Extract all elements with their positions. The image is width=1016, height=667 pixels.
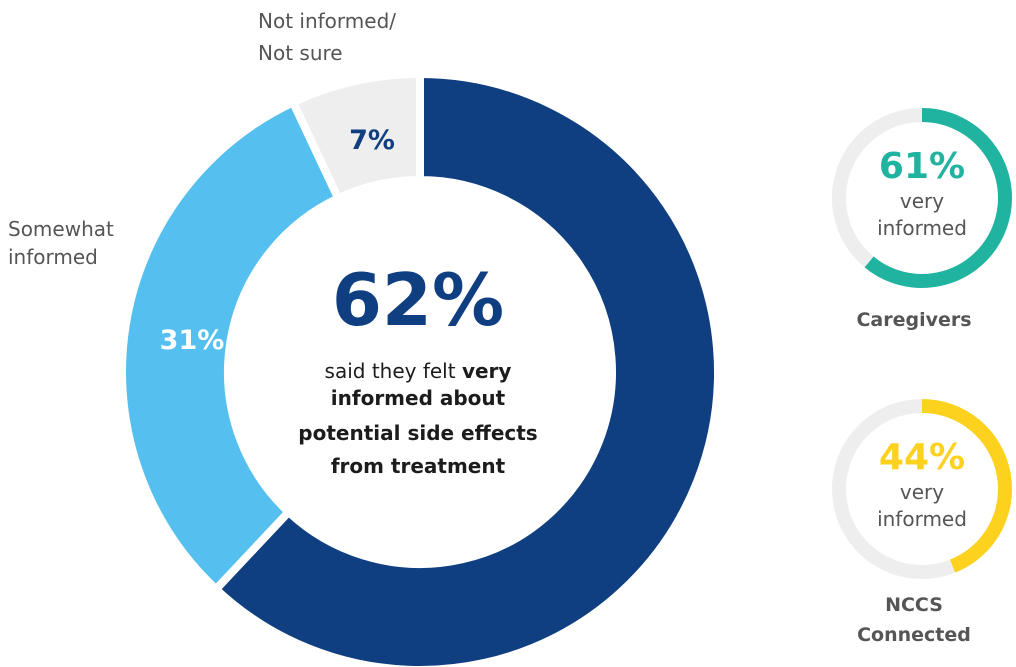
center-desc-plain: said they felt (325, 359, 462, 383)
center-desc-line4: from treatment (331, 454, 506, 478)
nccs-title-line1: NCCS (885, 594, 943, 616)
caregivers-donut-chart: 61% very informed Caregivers (832, 108, 1012, 331)
center-desc-bold: very (462, 359, 512, 383)
nccs-caption-line1: very (900, 480, 944, 504)
nccs-connected-donut-chart: 44% very informed NCCS Connected (832, 399, 1012, 646)
not-informed-slice (287, 69, 424, 204)
somewhat-informed-label-line1: Somewhat (8, 217, 114, 241)
center-desc-line2: informed about (331, 386, 506, 410)
very-informed-slice (210, 69, 722, 667)
somewhat-informed-slice (118, 97, 344, 595)
caregivers-value-arc (864, 108, 1012, 288)
center-desc-line3: potential side effects (298, 421, 537, 445)
center-desc-line1: said they felt very (325, 359, 512, 383)
not-informed-value-label: 7% (349, 125, 395, 156)
not-informed-label-line2: Not sure (258, 41, 343, 65)
main-donut-chart: Not informed/ Not sure Somewhat informed… (8, 9, 722, 667)
nccs-title-line2: Connected (857, 624, 971, 646)
somewhat-informed-label-line2: informed (8, 245, 98, 269)
nccs-remainder-arc (832, 399, 956, 579)
caregivers-caption-line2: informed (877, 216, 967, 240)
nccs-value: 44% (879, 437, 965, 478)
caregivers-value: 61% (879, 146, 965, 187)
caregivers-caption-line1: very (900, 189, 944, 213)
center-value: 62% (332, 258, 504, 342)
caregivers-title: Caregivers (856, 309, 971, 331)
caregivers-remainder-arc (832, 108, 923, 268)
nccs-caption-line2: informed (877, 507, 967, 531)
not-informed-label-line1: Not informed/ (258, 9, 396, 33)
nccs-value-arc (921, 399, 1012, 573)
somewhat-informed-value-label: 31% (160, 325, 225, 356)
